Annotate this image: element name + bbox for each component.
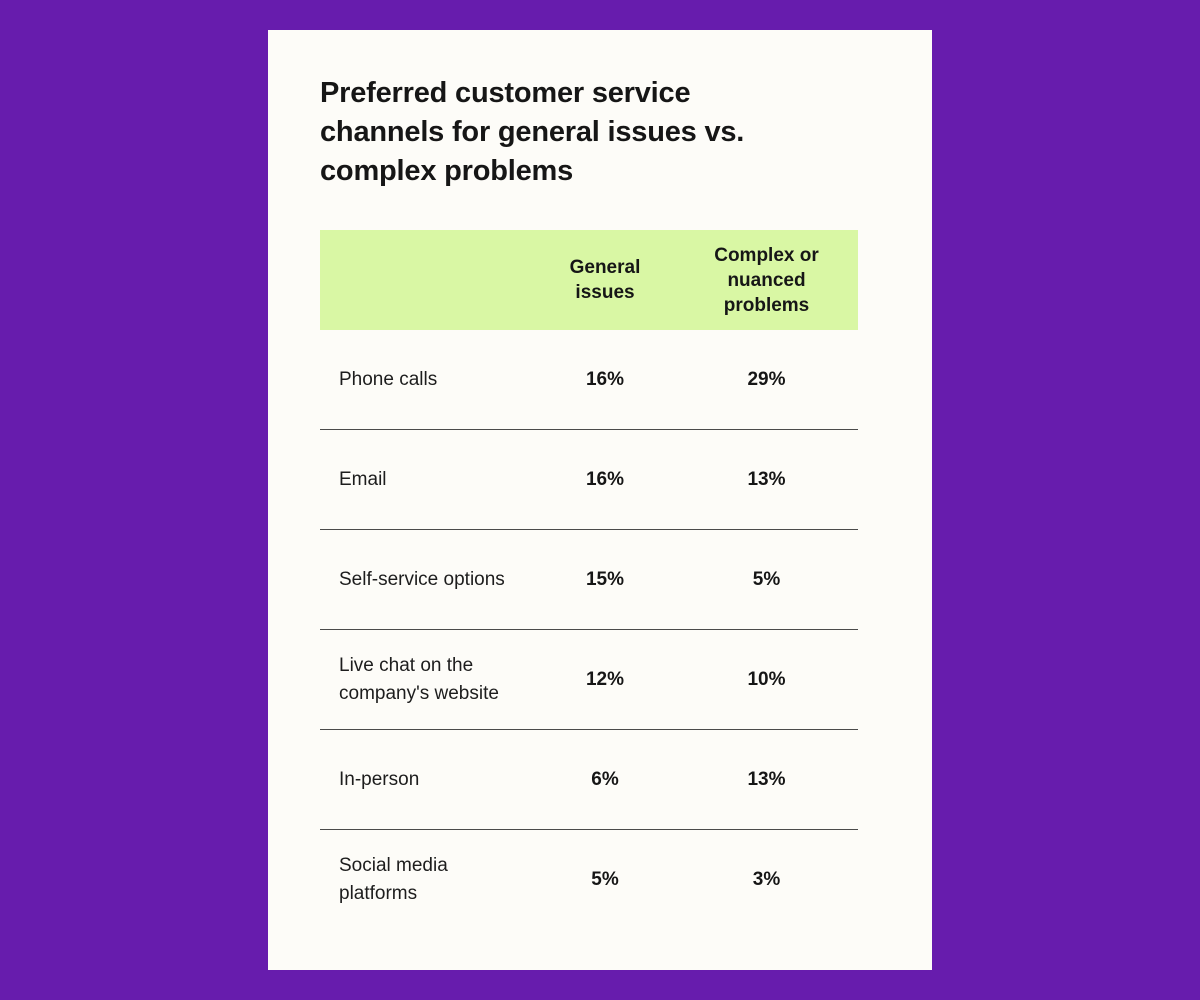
data-table: General issues Complex or nuanced proble…: [320, 230, 858, 929]
row-label: Live chat on the company's website: [339, 654, 499, 704]
row-label: Social media platforms: [339, 854, 448, 904]
value-general: 16%: [585, 368, 625, 390]
column-header-complex-problems: Complex or nuanced problems: [714, 244, 819, 316]
value-complex: 13%: [747, 468, 786, 490]
table-row: In-person 6% 13%: [320, 730, 858, 830]
header-cell-general: General issues: [510, 255, 685, 305]
value-complex: 10%: [747, 668, 786, 690]
value-general: 12%: [585, 668, 625, 690]
value-general: 6%: [591, 768, 619, 790]
table-row: Self-service options 15% 5%: [320, 530, 858, 630]
value-complex: 13%: [747, 768, 786, 790]
row-label: Phone calls: [339, 368, 438, 390]
row-label: Email: [339, 468, 387, 490]
value-general: 16%: [585, 468, 625, 490]
row-label: Self-service options: [339, 568, 505, 590]
row-label: In-person: [339, 768, 420, 790]
table-row: Live chat on the company's website 12% 1…: [320, 630, 858, 730]
table-header: General issues Complex or nuanced proble…: [320, 230, 858, 330]
header-cell-complex: Complex or nuanced problems: [685, 243, 848, 318]
chart-title: Preferred customer service channels for …: [320, 77, 745, 187]
table-row: Social media platforms 5% 3%: [320, 830, 858, 929]
value-general: 5%: [591, 868, 619, 890]
table-row: Phone calls 16% 29%: [320, 330, 858, 430]
column-header-general-issues: General issues: [569, 257, 641, 303]
value-complex: 3%: [752, 868, 781, 890]
value-complex: 29%: [747, 368, 786, 390]
chart-card: Preferred customer service channels for …: [268, 30, 932, 970]
value-general: 15%: [585, 568, 625, 590]
table-row: Email 16% 13%: [320, 430, 858, 530]
value-complex: 5%: [752, 568, 781, 590]
